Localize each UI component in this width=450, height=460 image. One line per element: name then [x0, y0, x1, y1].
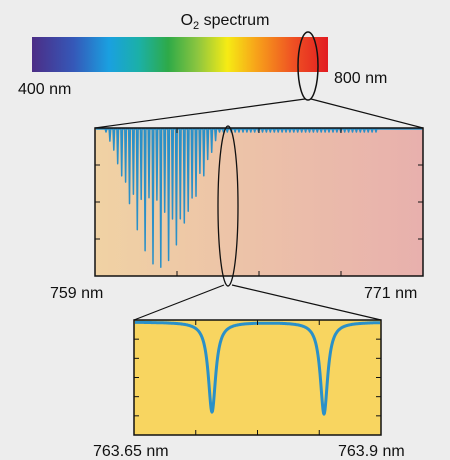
bottom-right-label: 763.9 nm — [338, 443, 405, 460]
middle-right-label: 771 nm — [364, 285, 417, 302]
zoom-connector-left — [94, 98, 306, 129]
zoom-connector-right-lower — [231, 284, 382, 321]
zoom-ellipse-middle — [217, 125, 239, 287]
middle-panel-ticks — [95, 128, 423, 276]
spectrum-title: O2 spectrum — [181, 12, 270, 32]
bottom-panel-background — [134, 320, 381, 435]
visible-spectrum-bar — [32, 37, 328, 72]
bottom-panel-ticks — [134, 320, 381, 435]
zoom-connector-left-lower — [133, 284, 225, 321]
middle-absorption-trace — [96, 128, 422, 268]
spectrum-left-label: 400 nm — [18, 81, 71, 98]
spectrum-right-label: 800 nm — [334, 70, 387, 87]
bottom-left-label: 763.65 nm — [93, 443, 169, 460]
zoom-connector-right — [310, 98, 424, 129]
zoom-ellipse-top — [297, 31, 319, 101]
middle-left-label: 759 nm — [50, 285, 103, 302]
